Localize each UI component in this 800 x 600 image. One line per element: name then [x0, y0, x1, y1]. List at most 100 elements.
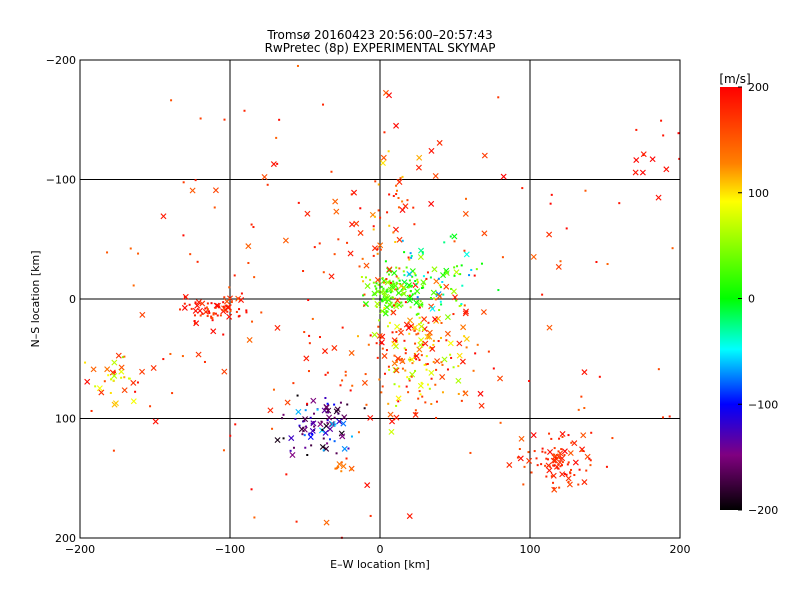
data-point-cross: [336, 461, 343, 468]
data-point-dot: [190, 307, 193, 310]
data-point-cross: [325, 407, 332, 414]
data-point-cross: [340, 420, 347, 427]
data-point-dot: [344, 370, 347, 373]
data-point-dot: [385, 301, 388, 304]
data-point-dot: [149, 405, 152, 408]
data-point-dot: [339, 384, 342, 387]
data-point-dot: [435, 293, 438, 296]
data-point-dot: [677, 132, 680, 135]
data-point-dot: [453, 274, 456, 277]
data-point-cross: [663, 166, 670, 173]
data-point-cross: [430, 289, 437, 296]
data-point-dot: [372, 228, 375, 231]
data-point-dot: [415, 283, 418, 286]
data-point-cross: [412, 411, 419, 418]
data-point-dot: [550, 437, 553, 440]
data-point-dot: [437, 340, 440, 343]
data-point-dot: [208, 312, 211, 315]
data-point-dot: [541, 447, 544, 450]
data-point-cross: [572, 459, 579, 466]
data-point-dot: [561, 435, 564, 438]
data-point-dot: [341, 326, 344, 329]
data-point-cross: [348, 349, 355, 356]
data-point-cross: [632, 169, 639, 176]
data-point-cross: [329, 421, 336, 428]
data-point-dot: [228, 306, 231, 309]
data-point-dot: [253, 276, 256, 279]
data-point-dot: [120, 376, 123, 379]
data-point-dot: [421, 395, 424, 398]
data-point-dot: [212, 312, 215, 315]
data-point-cross: [452, 294, 459, 301]
data-point-dot: [384, 260, 387, 263]
data-point-dot: [401, 289, 404, 292]
data-point-dot: [416, 281, 419, 284]
data-point-cross: [421, 316, 428, 323]
data-point-cross: [428, 147, 435, 154]
data-point-dot: [324, 373, 327, 376]
data-point-cross: [246, 336, 253, 343]
data-point-dot: [357, 431, 360, 434]
data-point-dot: [397, 357, 400, 360]
data-point-dot: [376, 248, 379, 251]
data-point-dot: [550, 193, 553, 196]
data-point-dot: [566, 463, 569, 466]
data-point-cross: [463, 251, 470, 258]
data-point-dot: [435, 368, 438, 371]
data-point-dot: [322, 437, 325, 440]
colorbar-label: [m/s]: [719, 72, 750, 86]
data-point-cross: [551, 486, 558, 493]
data-point-cross: [462, 210, 469, 217]
data-point-dot: [440, 336, 443, 339]
data-point-dot: [203, 360, 206, 363]
data-point-cross: [451, 233, 458, 240]
data-point-dot: [395, 340, 398, 343]
data-point-cross: [395, 355, 401, 362]
data-point-dot: [417, 397, 420, 400]
data-point-cross: [567, 450, 574, 457]
data-point-cross: [130, 379, 137, 386]
data-point-cross: [267, 407, 274, 414]
data-point-dot: [394, 303, 397, 306]
data-point-dot: [390, 288, 393, 291]
data-point-cross: [422, 340, 429, 347]
data-point-dot: [583, 407, 586, 410]
data-point-dot: [206, 308, 209, 311]
data-point-dot: [545, 457, 548, 460]
data-point-dot: [406, 297, 409, 300]
data-point-cross: [559, 430, 566, 437]
data-point-dot: [346, 241, 349, 244]
data-point-dot: [584, 189, 587, 192]
data-point-cross: [407, 317, 414, 324]
data-point-dot: [440, 321, 443, 324]
data-point-dot: [309, 416, 312, 419]
data-point-dot: [499, 421, 502, 424]
data-point-cross: [406, 294, 413, 301]
data-point-dot: [411, 293, 414, 296]
data-point-dot: [487, 350, 490, 353]
data-point-dot: [333, 403, 336, 406]
data-point-dot: [372, 297, 375, 300]
data-point-dot: [662, 134, 665, 137]
data-point-cross: [518, 435, 525, 442]
data-point-dot: [363, 293, 366, 296]
data-point-dot: [553, 453, 556, 456]
data-point-cross: [380, 154, 387, 161]
data-point-dot: [307, 370, 310, 373]
data-point-dot: [399, 328, 402, 331]
data-point-dot: [179, 308, 182, 311]
data-point-dot: [409, 290, 412, 293]
data-point-dot: [208, 310, 211, 313]
data-point-dot: [214, 312, 217, 315]
data-point-dot: [428, 387, 431, 390]
data-point-dot: [420, 287, 423, 290]
data-point-dot: [443, 241, 446, 244]
data-point-dot: [527, 451, 530, 454]
data-point-dot: [204, 307, 207, 310]
data-point-dot: [416, 278, 419, 281]
data-point-cross: [398, 329, 404, 336]
data-point-dot: [132, 284, 135, 287]
data-point-cross: [111, 372, 118, 379]
data-point-cross: [413, 352, 420, 359]
data-point-cross: [547, 449, 554, 455]
